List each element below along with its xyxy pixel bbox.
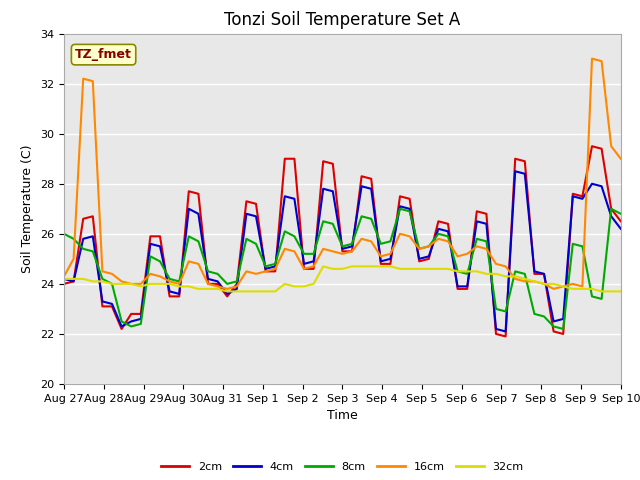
8cm xyxy=(204,268,212,274)
8cm xyxy=(396,206,404,212)
32cm xyxy=(79,276,87,282)
32cm xyxy=(367,264,375,269)
2cm xyxy=(617,218,625,224)
16cm xyxy=(473,243,481,249)
Line: 2cm: 2cm xyxy=(64,146,621,336)
16cm xyxy=(118,278,125,284)
8cm xyxy=(60,231,68,237)
2cm xyxy=(588,144,596,149)
16cm xyxy=(204,281,212,287)
8cm xyxy=(118,319,125,324)
4cm xyxy=(502,328,509,334)
16cm xyxy=(358,236,365,242)
Line: 32cm: 32cm xyxy=(64,266,621,291)
2cm xyxy=(79,216,87,222)
16cm xyxy=(79,76,87,82)
8cm xyxy=(617,211,625,216)
32cm xyxy=(223,288,231,294)
4cm xyxy=(79,236,87,242)
32cm xyxy=(617,288,625,294)
4cm xyxy=(118,324,125,329)
2cm xyxy=(118,326,125,332)
Title: Tonzi Soil Temperature Set A: Tonzi Soil Temperature Set A xyxy=(224,11,461,29)
4cm xyxy=(511,168,519,174)
4cm xyxy=(204,276,212,282)
32cm xyxy=(147,281,154,287)
32cm xyxy=(319,264,327,269)
Line: 4cm: 4cm xyxy=(64,171,621,331)
8cm xyxy=(559,326,567,332)
16cm xyxy=(617,156,625,162)
8cm xyxy=(147,253,154,259)
Y-axis label: Soil Temperature (C): Soil Temperature (C) xyxy=(22,144,35,273)
32cm xyxy=(483,271,490,277)
Text: TZ_fmet: TZ_fmet xyxy=(75,48,132,61)
32cm xyxy=(204,286,212,292)
16cm xyxy=(60,274,68,279)
Legend: 2cm, 4cm, 8cm, 16cm, 32cm: 2cm, 4cm, 8cm, 16cm, 32cm xyxy=(157,457,528,477)
4cm xyxy=(463,284,471,289)
4cm xyxy=(617,226,625,232)
X-axis label: Time: Time xyxy=(327,409,358,422)
2cm xyxy=(463,286,471,292)
2cm xyxy=(147,233,154,239)
4cm xyxy=(147,241,154,247)
16cm xyxy=(223,286,231,292)
16cm xyxy=(147,271,154,277)
8cm xyxy=(473,236,481,242)
32cm xyxy=(60,276,68,282)
2cm xyxy=(348,249,356,254)
2cm xyxy=(204,281,212,287)
8cm xyxy=(79,246,87,252)
2cm xyxy=(60,281,68,287)
2cm xyxy=(502,334,509,339)
Line: 16cm: 16cm xyxy=(64,59,621,289)
32cm xyxy=(118,281,125,287)
4cm xyxy=(348,243,356,249)
8cm xyxy=(348,241,356,247)
4cm xyxy=(60,276,68,282)
16cm xyxy=(588,56,596,61)
Line: 8cm: 8cm xyxy=(64,209,621,329)
